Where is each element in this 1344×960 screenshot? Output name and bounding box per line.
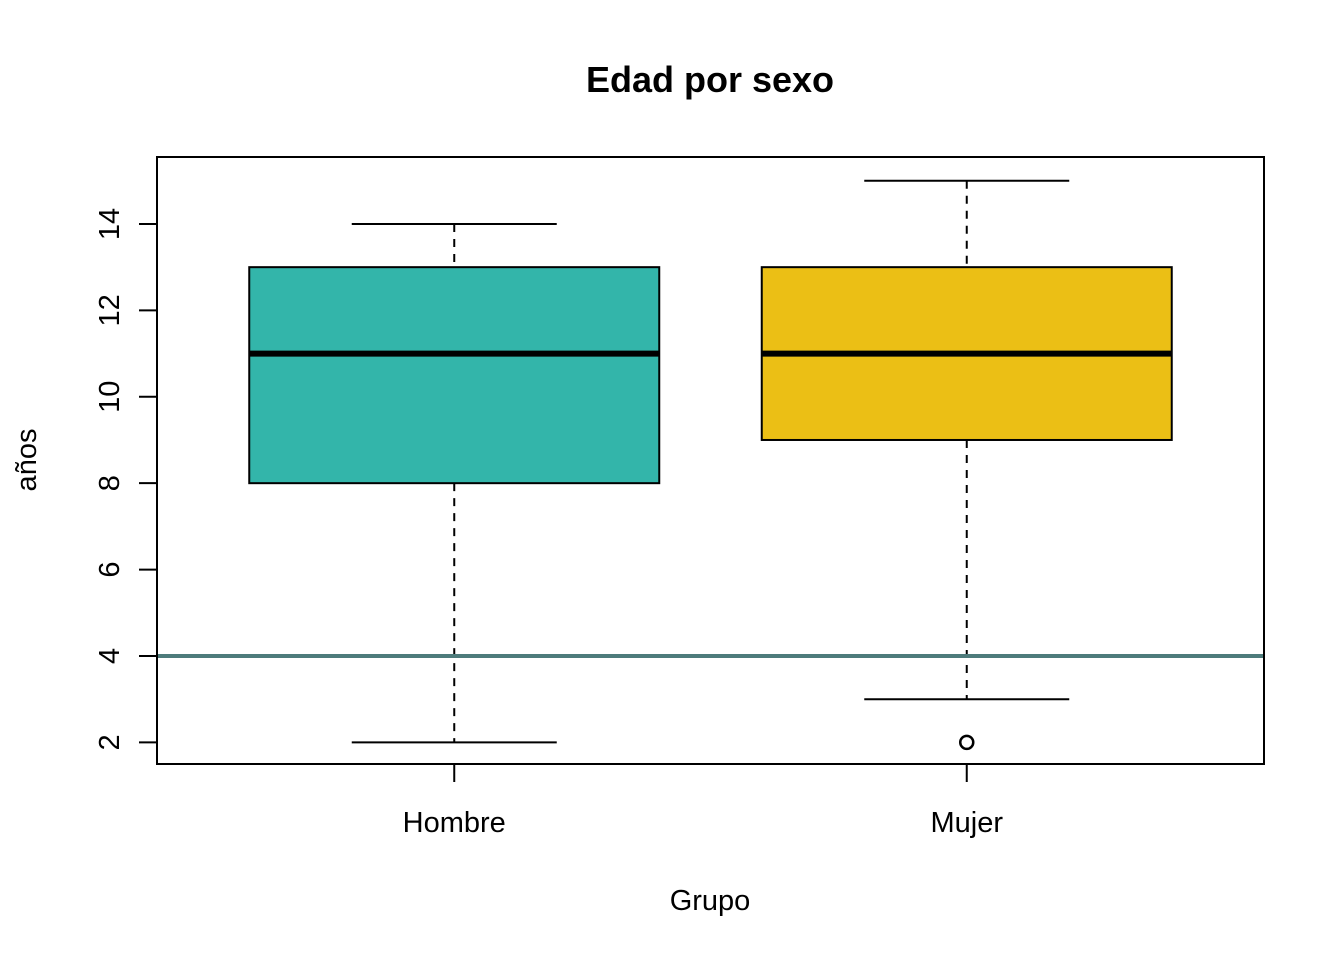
y-tick-label: 8 xyxy=(94,475,126,491)
y-tick-label: 14 xyxy=(94,208,126,240)
x-tick-label: Hombre xyxy=(403,807,506,839)
box-mujer xyxy=(760,179,1173,751)
chart-title: Edad por sexo xyxy=(586,59,834,100)
y-tick-label: 10 xyxy=(94,381,126,413)
x-axis-label: Grupo xyxy=(670,885,751,917)
iqr-box xyxy=(248,266,661,485)
outlier-point xyxy=(959,734,975,751)
y-tick-label: 12 xyxy=(94,294,126,326)
x-axis: Hombre Mujer xyxy=(403,764,1003,839)
plot-area xyxy=(157,179,1264,751)
y-tick-label: 2 xyxy=(94,734,126,750)
x-tick-label: Mujer xyxy=(930,807,1003,839)
box-hombre xyxy=(248,222,661,744)
y-tick-label: 6 xyxy=(94,562,126,578)
y-tick-label: 4 xyxy=(94,648,126,664)
y-axis: 2 4 6 8 10 12 14 xyxy=(94,208,158,750)
y-axis-label: años xyxy=(11,429,43,492)
